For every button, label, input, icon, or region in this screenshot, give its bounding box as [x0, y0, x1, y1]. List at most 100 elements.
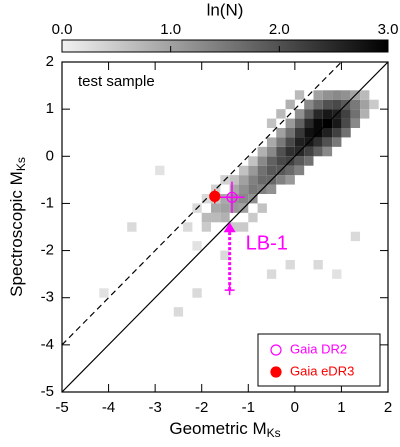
point: [209, 190, 221, 202]
y-tick-label: 0: [46, 147, 54, 164]
cell: [341, 109, 351, 119]
x-label-sub: Ks: [267, 426, 281, 440]
cell: [294, 165, 305, 176]
cell: [266, 137, 277, 147]
cell: [266, 146, 277, 157]
cell: [211, 212, 221, 223]
cell: [192, 241, 202, 251]
y-tick-label: -3: [41, 289, 54, 306]
cell: [257, 156, 267, 166]
colorbar-tick-label: 1.0: [160, 21, 181, 38]
cell: [229, 175, 239, 185]
cell: [341, 90, 351, 100]
x-label-text: Geometric M: [169, 419, 266, 438]
cell: [322, 109, 333, 119]
cell: [294, 90, 305, 100]
lb1-cross: [224, 285, 235, 296]
cell: [304, 146, 314, 157]
y-axis-label: Spectroscopic MKs: [7, 157, 28, 297]
x-tick-label: -4: [102, 399, 115, 416]
cell: [257, 203, 267, 213]
cell: [341, 128, 351, 138]
arrow-label: LB-1: [246, 233, 288, 255]
cell: [266, 184, 277, 194]
cell: [322, 90, 333, 100]
cell: [313, 146, 323, 157]
cell: [276, 128, 286, 138]
cell: [229, 194, 239, 204]
x-tick-label: 0: [291, 399, 299, 416]
cell: [285, 118, 295, 128]
cell: [304, 128, 314, 138]
cell: [360, 109, 370, 119]
y-tick-label: 1: [46, 100, 54, 117]
cell: [304, 156, 314, 166]
colorbar-tick-label: 3.0: [378, 21, 399, 38]
cell: [285, 260, 295, 270]
cell: [201, 222, 212, 232]
reference-line: [61, 61, 342, 346]
cell: [248, 184, 258, 194]
cell: [257, 146, 267, 157]
cell: [99, 288, 109, 298]
y-tick-label: -2: [41, 242, 54, 259]
cell: [369, 99, 379, 110]
cell: [350, 118, 361, 128]
cell: [248, 212, 258, 223]
cell: [313, 109, 323, 119]
x-tick-label: 1: [337, 399, 345, 416]
cell: [294, 128, 305, 138]
cell: [341, 118, 351, 128]
legend-marker: [270, 366, 282, 378]
cell: [276, 156, 286, 166]
cell: [155, 165, 165, 176]
cell: [266, 165, 277, 176]
cell: [285, 146, 295, 157]
cell: [257, 165, 267, 176]
x-tick-label: -1: [242, 399, 255, 416]
cell: [332, 269, 342, 279]
cell: [285, 137, 295, 147]
legend-box: [257, 333, 381, 387]
cell: [332, 137, 342, 147]
cell: [313, 99, 323, 110]
point: [226, 191, 238, 203]
cell: [248, 175, 258, 185]
cell: [304, 99, 314, 110]
cell: [332, 128, 342, 138]
colorbar-tick-label: 0.0: [52, 21, 73, 38]
cell: [248, 156, 258, 166]
y-tick-label: -5: [41, 383, 54, 400]
sample-label: test sample: [78, 73, 155, 90]
cell: [238, 194, 249, 204]
plot-frame: [61, 61, 389, 393]
cell: [229, 184, 239, 194]
cell: [238, 175, 249, 185]
x-tick-label: -5: [55, 399, 68, 416]
cell: [266, 118, 277, 128]
cell: [313, 260, 323, 270]
cell: [220, 250, 230, 260]
cell: [220, 212, 230, 223]
cell: [229, 222, 239, 232]
cell: [294, 118, 305, 128]
cell: [313, 118, 323, 128]
cell: [257, 175, 267, 185]
cell: [276, 137, 286, 147]
cell: [285, 128, 295, 138]
cell: [248, 165, 258, 176]
cell: [127, 222, 137, 232]
cell: [332, 90, 342, 100]
y-label-text: Spectroscopic M: [7, 171, 26, 297]
cell: [238, 165, 249, 176]
cell: [285, 175, 295, 185]
y-label-sub: Ks: [14, 157, 28, 171]
cell: [285, 165, 295, 176]
cell: [266, 156, 277, 166]
cell: [211, 203, 221, 213]
cells: [99, 90, 379, 317]
cell: [322, 99, 333, 110]
cell: [313, 137, 323, 147]
cell: [322, 137, 333, 147]
